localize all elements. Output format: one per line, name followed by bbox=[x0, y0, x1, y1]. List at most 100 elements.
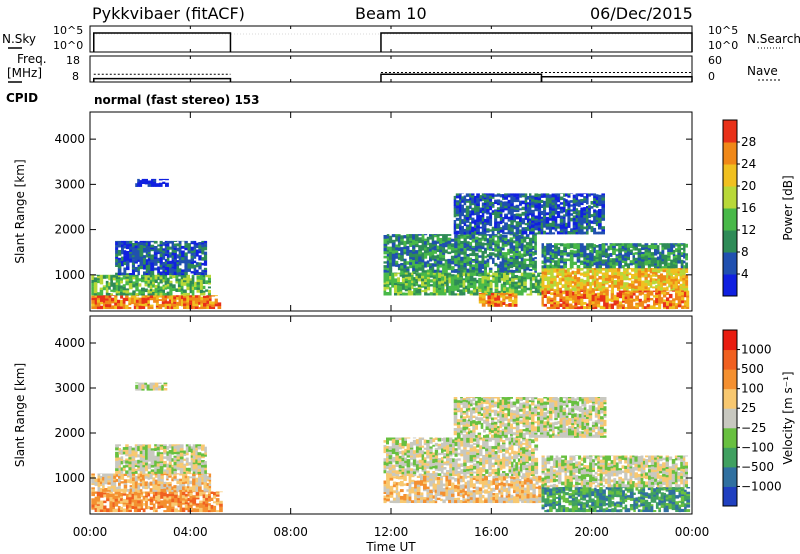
echo-cell bbox=[190, 448, 194, 451]
echo-cell bbox=[187, 483, 190, 487]
echo-cell bbox=[588, 219, 591, 224]
echo-cell bbox=[476, 288, 479, 292]
echo-cell bbox=[503, 287, 507, 291]
echo-cell bbox=[134, 266, 138, 270]
echo-cell bbox=[494, 304, 498, 307]
echo-cell bbox=[666, 288, 669, 291]
echo-cell bbox=[520, 243, 524, 246]
echo-cell bbox=[529, 201, 532, 204]
echo-cell bbox=[157, 285, 160, 289]
echo-cell bbox=[157, 478, 161, 482]
echo-cell bbox=[579, 253, 584, 258]
echo-cell bbox=[426, 252, 430, 256]
echo-cell bbox=[184, 489, 188, 492]
echo-cell bbox=[157, 480, 161, 485]
echo-cell bbox=[176, 261, 180, 265]
echo-cell bbox=[523, 283, 527, 286]
echo-cell bbox=[93, 289, 98, 294]
echo-cell bbox=[93, 277, 98, 280]
echo-cell bbox=[460, 266, 464, 270]
echo-cell bbox=[634, 285, 639, 290]
echo-cell bbox=[125, 290, 130, 294]
echo-cell bbox=[171, 469, 174, 473]
echo-cell bbox=[142, 449, 146, 453]
echo-cell bbox=[559, 202, 564, 205]
echo-cell bbox=[128, 282, 133, 287]
echo-cell bbox=[168, 473, 172, 476]
echo-cell bbox=[187, 481, 190, 485]
echo-cell bbox=[383, 250, 388, 255]
echo-cell bbox=[120, 285, 123, 289]
echo-cell bbox=[137, 266, 140, 270]
echo-cell bbox=[593, 200, 597, 204]
echo-cell bbox=[479, 209, 483, 214]
echo-cell bbox=[627, 291, 631, 294]
echo-cell bbox=[483, 209, 487, 214]
echo-cell bbox=[201, 251, 205, 255]
echo-cell bbox=[550, 285, 554, 289]
echo-cell bbox=[504, 237, 508, 241]
echo-cell bbox=[429, 272, 434, 276]
echo-cell bbox=[504, 194, 508, 197]
echo-cell bbox=[529, 220, 532, 223]
echo-cell bbox=[561, 284, 565, 288]
echo-cell bbox=[129, 240, 133, 244]
echo-cell bbox=[486, 201, 490, 206]
echo-cell bbox=[173, 247, 177, 250]
echo-cell bbox=[399, 272, 403, 276]
echo-cell bbox=[159, 263, 163, 266]
echo-cell bbox=[567, 209, 571, 213]
echo-cell bbox=[157, 274, 160, 277]
echo-cell bbox=[160, 487, 164, 489]
echo-cell bbox=[411, 272, 414, 275]
echo-cell bbox=[186, 298, 190, 303]
echo-cell bbox=[580, 201, 584, 204]
echo-cell bbox=[151, 181, 154, 185]
echo-cell bbox=[556, 275, 559, 278]
echo-cell bbox=[178, 299, 182, 304]
echo-cell bbox=[494, 292, 498, 296]
echo-cell bbox=[601, 272, 606, 276]
echo-cell bbox=[595, 254, 599, 258]
echo-cell bbox=[650, 252, 655, 256]
echo-cell bbox=[513, 295, 518, 299]
echo-cell bbox=[484, 250, 487, 254]
echo-cell bbox=[185, 470, 189, 474]
echo-cell bbox=[617, 275, 621, 280]
echo-cell bbox=[179, 454, 184, 457]
echo-cell bbox=[406, 236, 410, 240]
echo-cell bbox=[573, 274, 577, 277]
echo-cell bbox=[143, 250, 147, 253]
echo-cell bbox=[168, 506, 172, 509]
echo-cell bbox=[627, 299, 631, 303]
echo-cell bbox=[492, 280, 496, 283]
echo-cell bbox=[601, 210, 605, 213]
echo-cell bbox=[459, 277, 463, 280]
echo-cell bbox=[137, 506, 141, 509]
echo-cell bbox=[196, 279, 201, 283]
echo-cell bbox=[510, 210, 514, 213]
echo-cell bbox=[168, 444, 172, 447]
echo-cell bbox=[601, 280, 606, 284]
echo-cell bbox=[583, 279, 587, 284]
echo-cell bbox=[199, 504, 203, 508]
echo-cell bbox=[534, 275, 538, 280]
echo-cell bbox=[100, 301, 104, 305]
echo-cell bbox=[440, 276, 445, 279]
echo-cell bbox=[572, 207, 576, 211]
echo-cell bbox=[433, 263, 437, 267]
echo-cell bbox=[615, 248, 619, 252]
echo-cell bbox=[637, 282, 642, 287]
echo-cell bbox=[181, 259, 185, 264]
echo-cell bbox=[137, 264, 140, 267]
echo-cell bbox=[128, 509, 132, 512]
echo-cell bbox=[186, 302, 190, 306]
echo-cell bbox=[595, 258, 599, 262]
echo-cell bbox=[554, 227, 558, 232]
echo-cell bbox=[143, 240, 147, 243]
echo-cell bbox=[523, 287, 527, 291]
echo-cell bbox=[114, 508, 119, 513]
y-tick-label: 3000 bbox=[54, 177, 85, 191]
echo-cell bbox=[621, 260, 625, 263]
echo-cell bbox=[139, 259, 144, 263]
